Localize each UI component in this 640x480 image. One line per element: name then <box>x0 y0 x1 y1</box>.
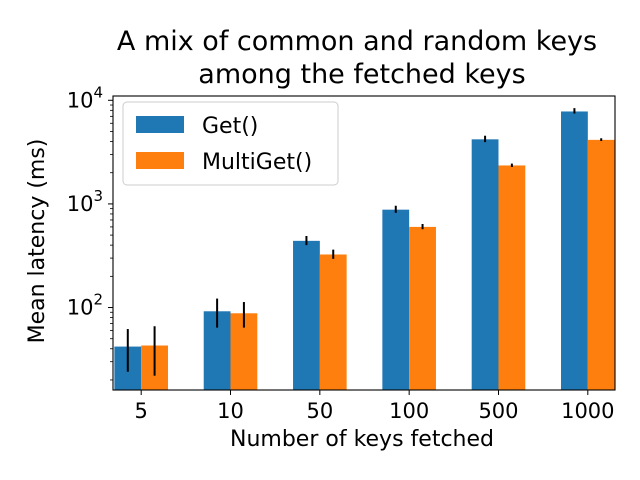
plot-area: 5 10 50 100 500 1000 102 103 104 <box>67 83 615 423</box>
x-tick-label-50: 50 <box>306 399 333 423</box>
y-tick-label-1000: 103 <box>67 187 103 216</box>
x-tick-label-5: 5 <box>135 399 148 423</box>
legend: Get() MultiGet() <box>122 101 339 186</box>
legend-label-get: Get() <box>202 114 258 139</box>
bar-get-500 <box>471 139 499 390</box>
bar-get-50 <box>293 240 320 390</box>
chart-title-line-2: among the fetched keys <box>198 59 525 90</box>
y-tick-label-100: 102 <box>67 291 103 320</box>
legend-swatch-multiget <box>136 152 184 169</box>
legend-label-multiget: MultiGet() <box>202 150 312 175</box>
legend-swatch-get <box>136 116 184 133</box>
chart-title-line-1: A mix of common and random keys <box>117 26 597 57</box>
bar-multiget-500 <box>498 165 526 390</box>
bar-multiget-50 <box>319 254 347 390</box>
plot-frame <box>112 95 616 391</box>
bar-multiget-1000 <box>587 139 615 390</box>
x-axis-label: Number of keys fetched <box>230 427 494 452</box>
x-tick-label-10: 10 <box>217 399 244 423</box>
x-tick-label-1000: 1000 <box>561 399 614 423</box>
bar-get-1000 <box>561 111 588 390</box>
y-tick-label-10000: 104 <box>67 83 103 112</box>
x-tick-label-100: 100 <box>389 399 429 423</box>
bar-get-100 <box>382 209 410 390</box>
bar-multiget-100 <box>409 226 436 390</box>
x-tick-label-500: 500 <box>478 399 518 423</box>
y-axis-label: Mean latency (ms) <box>25 139 50 344</box>
